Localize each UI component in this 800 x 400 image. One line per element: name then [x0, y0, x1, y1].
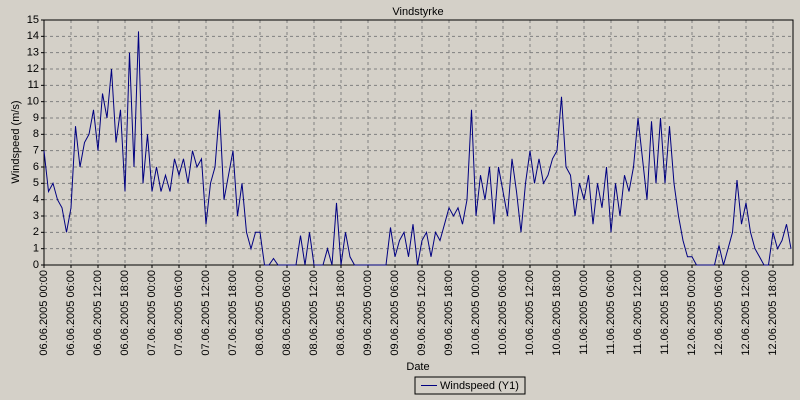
chart-title: Vindstyrke	[392, 6, 443, 18]
plot-border	[43, 19, 794, 266]
x-axis-label: Date	[406, 361, 429, 373]
x-tick-label: 07.06.2005 12:00	[200, 270, 212, 356]
x-tick-label: 09.06.2005 18:00	[443, 270, 455, 356]
y-tick-label: 7	[33, 145, 39, 157]
y-tick-label: 9	[33, 112, 39, 124]
y-tick-label: 3	[33, 210, 39, 222]
x-tick-label: 09.06.2005 12:00	[416, 270, 428, 356]
y-tick-label: 4	[33, 194, 39, 206]
x-tick-label: 11.06.2005 06:00	[605, 270, 617, 355]
x-tick-label: 10.06.2005 00:00	[470, 270, 482, 356]
y-tick-label: 5	[33, 177, 39, 189]
x-tick-label: 11.06.2005 12:00	[632, 270, 644, 355]
y-tick-label: 0	[33, 259, 39, 271]
x-tick-label: 06.06.2005 18:00	[119, 270, 131, 356]
x-tick-label: 08.06.2005 00:00	[254, 270, 266, 356]
x-tick-label: 06.06.2005 12:00	[92, 270, 104, 356]
x-tick-label: 08.06.2005 12:00	[308, 270, 320, 356]
x-tick-label: 08.06.2005 18:00	[335, 270, 347, 356]
x-tick-label: 12.06.2005 12:00	[740, 270, 752, 356]
x-tick-label: 09.06.2005 00:00	[362, 270, 374, 356]
x-tick-label: 12.06.2005 18:00	[767, 270, 779, 356]
x-tick-label: 07.06.2005 00:00	[146, 270, 158, 356]
x-tick-label: 10.06.2005 06:00	[497, 270, 509, 356]
y-tick-label: 12	[27, 63, 39, 75]
y-tick-label: 15	[27, 14, 39, 26]
y-axis-label: Windspeed (m/s)	[10, 100, 22, 183]
y-tick-label: 8	[33, 128, 39, 140]
data-line	[43, 31, 792, 266]
x-tick-label: 06.06.2005 00:00	[38, 270, 50, 356]
x-tick-label: 06.06.2005 06:00	[65, 270, 77, 356]
x-tick-label: 10.06.2005 18:00	[551, 270, 563, 356]
y-tick-label: 13	[27, 47, 39, 59]
x-tick-label: 07.06.2005 06:00	[173, 270, 185, 356]
y-tick-label: 2	[33, 226, 39, 238]
y-tick-label: 6	[33, 161, 39, 173]
x-tick-label: 12.06.2005 00:00	[686, 270, 698, 356]
y-tick-label: 1	[33, 243, 39, 255]
legend-label: Windspeed (Y1)	[440, 380, 519, 392]
x-tick-label: 07.06.2005 18:00	[227, 270, 239, 356]
x-tick-label: 11.06.2005 18:00	[659, 270, 671, 355]
y-tick-label: 14	[27, 30, 39, 42]
y-tick-label: 11	[28, 79, 39, 91]
legend-box	[414, 376, 526, 395]
x-tick-label: 08.06.2005 06:00	[281, 270, 293, 356]
y-tick-label: 10	[27, 96, 39, 108]
x-tick-label: 10.06.2005 12:00	[524, 270, 536, 356]
x-tick-label: 11.06.2005 00:00	[578, 270, 590, 355]
x-tick-label: 12.06.2005 06:00	[713, 270, 725, 356]
x-tick-label: 09.06.2005 06:00	[389, 270, 401, 356]
